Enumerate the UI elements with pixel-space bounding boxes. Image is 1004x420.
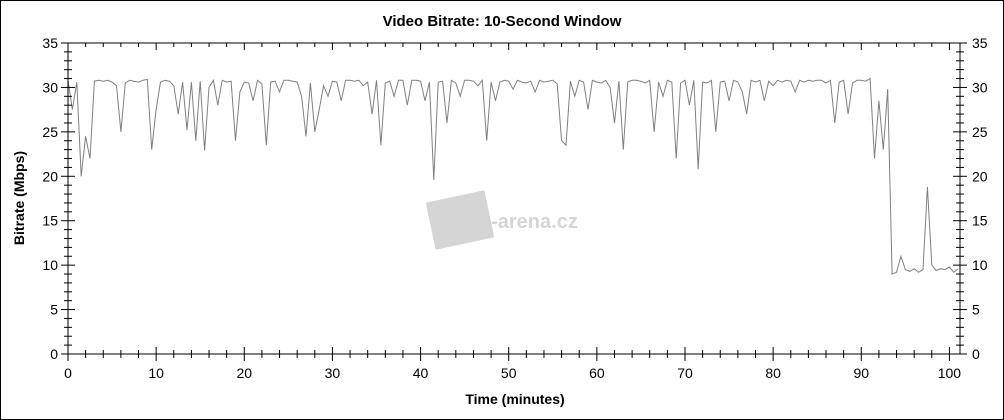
x-tick-label: 100 (938, 365, 962, 381)
y-tick-label-left: 35 (42, 35, 58, 51)
x-tick-label: 40 (413, 365, 429, 381)
x-tick-label: 30 (325, 365, 341, 381)
x-tick-label: 50 (501, 365, 517, 381)
y-axis-label: Bitrate (Mbps) (11, 151, 27, 245)
y-tick-label-right: 20 (972, 168, 988, 184)
x-tick-label: 60 (589, 365, 605, 381)
bitrate-series-line (67, 77, 959, 275)
y-tick-label-left: 25 (42, 124, 58, 140)
watermark-logo: Film-arena.cz (425, 190, 578, 250)
y-tick-label-left: 20 (42, 168, 58, 184)
x-tick-label: 80 (765, 365, 781, 381)
y-tick-label-left: 30 (42, 79, 58, 95)
x-tick-label: 10 (148, 365, 164, 381)
y-tick-label-left: 0 (50, 346, 58, 362)
y-tick-label-right: 0 (972, 346, 980, 362)
plot-border (67, 42, 961, 355)
svg-text:Film-arena.cz: Film-arena.cz (450, 211, 578, 233)
y-tick-label-right: 10 (972, 257, 988, 273)
x-tick-label: 20 (236, 365, 252, 381)
x-tick-label: 70 (677, 365, 693, 381)
y-tick-label-left: 10 (42, 257, 58, 273)
y-tick-label-left: 15 (42, 213, 58, 229)
x-tick-label: 0 (64, 365, 72, 381)
x-tick-label: 90 (853, 365, 869, 381)
x-axis-label: Time (minutes) (465, 391, 564, 407)
y-tick-label-right: 25 (972, 124, 988, 140)
y-tick-label-right: 30 (972, 79, 988, 95)
y-tick-label-right: 15 (972, 213, 988, 229)
chart-title: Video Bitrate: 10-Second Window (383, 13, 622, 30)
y-tick-label-left: 5 (50, 302, 58, 318)
y-tick-label-right: 35 (972, 35, 988, 51)
y-tick-label-right: 5 (972, 302, 980, 318)
